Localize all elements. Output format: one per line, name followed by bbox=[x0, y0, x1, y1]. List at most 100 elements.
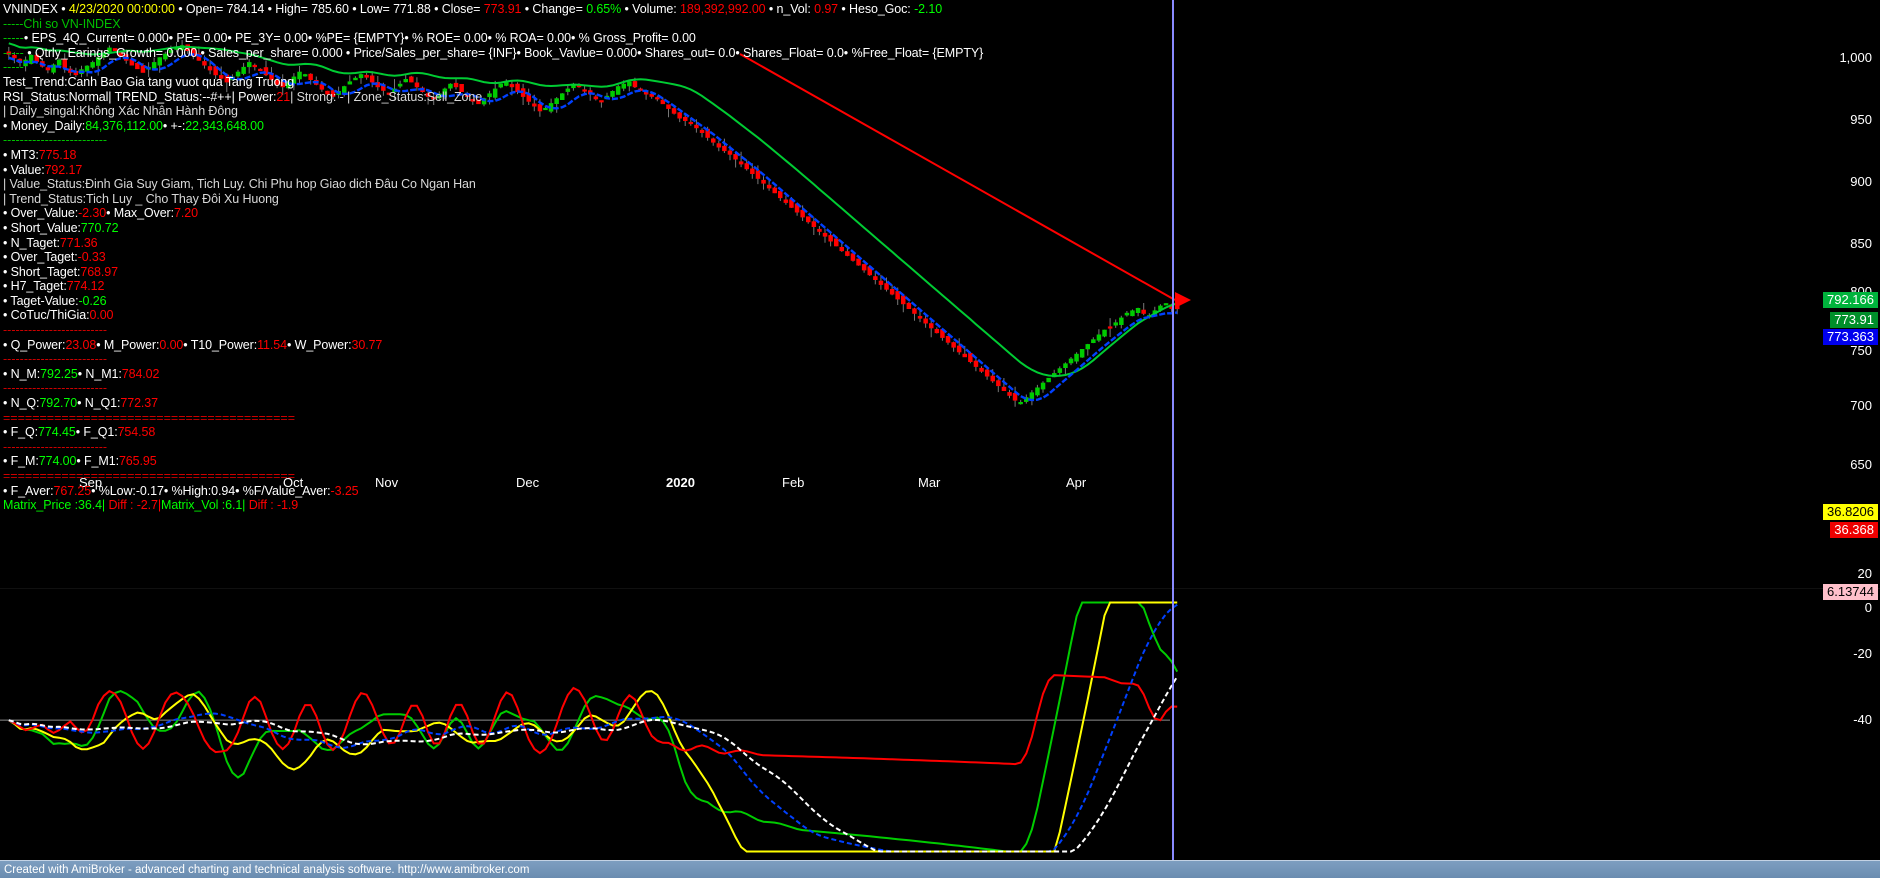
n-m1-value: 784.02 bbox=[121, 366, 160, 381]
divider-red-4: ------------------------- bbox=[3, 439, 108, 454]
cotuc-line: • CoTuc/ThiGia:0.00 bbox=[3, 308, 114, 323]
quote-close: 773.91 bbox=[483, 2, 522, 16]
over-taget-value: -0.33 bbox=[77, 250, 106, 265]
matrix-price-diff: Diff : -2.7| bbox=[105, 498, 161, 513]
x-label-nov: Nov bbox=[375, 475, 399, 490]
price-tick-700: 700 bbox=[1850, 398, 1872, 413]
t10-power-value: 11.54 bbox=[257, 337, 287, 352]
pct-f-value-value: -3.25 bbox=[330, 483, 359, 498]
rsi-status-line: RSI_Status:Normal| TREND_Status:--#++| P… bbox=[3, 89, 483, 104]
status-bar: Created with AmiBroker - advanced charti… bbox=[0, 860, 1880, 878]
short-taget-line: • Short_Taget:768.97 bbox=[3, 264, 118, 279]
price-plot bbox=[6, 40, 1191, 407]
price-tick-950: 950 bbox=[1850, 112, 1872, 127]
w-power-value: 30.77 bbox=[351, 337, 383, 352]
indicator-tick-0: 0 bbox=[1864, 600, 1872, 615]
over-taget-line: • Over_Taget:-0.33 bbox=[3, 250, 106, 265]
indicator-tag-yellow: 36.8206 bbox=[1823, 504, 1878, 520]
quote-open: 784.14 bbox=[226, 2, 265, 16]
symbol-label: VNINDEX bbox=[3, 2, 58, 16]
max-over-value: 7.20 bbox=[174, 206, 198, 221]
n-taget-value: 771.36 bbox=[59, 235, 98, 250]
price-tick-1000: 1,000 bbox=[1839, 50, 1872, 65]
quote-nvol: 0.97 bbox=[814, 2, 839, 16]
matrix-line: Matrix_Price :36.4| Diff : -2.7|Matrix_V… bbox=[3, 498, 983, 513]
taget-value-line: • Taget-Value:-0.26 bbox=[3, 293, 107, 308]
subtitle-line: -----Chi so VN-INDEX bbox=[3, 16, 121, 31]
quote-low: 771.88 bbox=[393, 2, 431, 16]
price-tick-850: 850 bbox=[1850, 236, 1872, 251]
money-daily-line: • Money_Daily:84,376,112.00• +-:22,343,6… bbox=[3, 118, 264, 133]
f-m-line: • F_M:774.00• F_M1:765.95 bbox=[3, 454, 157, 469]
divider-red-3: ------------------------- bbox=[3, 381, 108, 396]
quote-heso-goc: -2.10 bbox=[914, 2, 943, 16]
x-label-feb: Feb bbox=[782, 475, 805, 490]
m-power-value: 0.00 bbox=[159, 337, 184, 352]
x-label-dec: Dec bbox=[516, 475, 540, 490]
h7-taget-line: • H7_Taget:774.12 bbox=[3, 279, 105, 294]
matrix-vol-diff: Diff : -1.9 bbox=[245, 498, 299, 513]
over-value-line: • Over_Value:-2.30• Max_Over:7.20 bbox=[3, 206, 198, 221]
x-label-apr: Apr bbox=[1066, 475, 1087, 490]
n-q-line: • N_Q:792.70• N_Q1:772.37 bbox=[3, 396, 158, 411]
value-status-line: | Value_Status:Đinh Gia Suy Giam, Tich L… bbox=[3, 177, 476, 192]
x-label-2020: 2020 bbox=[666, 475, 695, 490]
quote-datetime: 4/23/2020 00:00:00 bbox=[68, 2, 175, 16]
x-label-mar: Mar bbox=[918, 475, 941, 490]
f-q1-value: 754.58 bbox=[117, 425, 156, 440]
price-tick-650: 650 bbox=[1850, 457, 1872, 472]
daily-signal-line: | Daily_singal:Không Xác Nhân Hành Đông bbox=[3, 104, 238, 119]
price-chart-pane[interactable] bbox=[0, 0, 1880, 574]
header-quote-line: VNINDEX • 4/23/2020 00:00:00 • Open= 784… bbox=[3, 2, 943, 16]
price-tick-750: 750 bbox=[1850, 343, 1872, 358]
fundamentals-line-1: -----• EPS_4Q_Current= 0.000• PE= 0.00• … bbox=[3, 31, 696, 46]
over-value-value: -2.30 bbox=[78, 206, 107, 221]
chart-info-overlay: VNINDEX • 4/23/2020 00:00:00 • Open= 784… bbox=[3, 2, 983, 513]
q-power-value: 23.08 bbox=[65, 337, 97, 352]
indicator-tick-m20: -20 bbox=[1853, 646, 1872, 661]
divider-green-1: ------------------------- bbox=[3, 133, 108, 148]
quote-high: 785.60 bbox=[311, 2, 349, 16]
quote-change: 0.65% bbox=[586, 2, 622, 16]
divider-red-long-2: ======================================== bbox=[3, 469, 295, 483]
money-delta-value: 22,343,648.00 bbox=[185, 118, 264, 133]
f-q-value: 774.45 bbox=[38, 425, 76, 440]
price-tag-value-band: 792.166 bbox=[1823, 292, 1878, 308]
matrix-vol-label: Matrix_Vol :6.1| bbox=[161, 498, 246, 513]
n-m-line: • N_M:792.25• N_M1:784.02 bbox=[3, 366, 160, 381]
short-value-line: • Short_Value:770.72 bbox=[3, 220, 119, 235]
n-q-value: 792.70 bbox=[39, 396, 78, 411]
pct-high-value: 0.94 bbox=[211, 483, 236, 498]
n-m-value: 792.25 bbox=[40, 366, 78, 381]
value-line: • Value:792.17 bbox=[3, 162, 83, 177]
f-q-line: • F_Q:774.45• F_Q1:754.58 bbox=[3, 425, 156, 440]
quote-volume: 189,392,992.00 bbox=[680, 2, 766, 16]
short-value-value: 770.72 bbox=[80, 220, 119, 235]
h7-taget-value: 774.12 bbox=[66, 279, 105, 294]
x-label-sep: Sep bbox=[79, 475, 103, 490]
f-m-value: 774.00 bbox=[38, 454, 77, 469]
power-value: 21 bbox=[276, 89, 291, 104]
f-aver-value: 767.25 bbox=[53, 483, 92, 498]
mt3-line: • MT3:775.18 bbox=[3, 147, 77, 162]
price-tag-close: 773.91 bbox=[1830, 312, 1878, 328]
cotuc-value: 0.00 bbox=[89, 308, 114, 323]
divider-red-long-1: ======================================== bbox=[3, 410, 295, 425]
divider-red-1: ------------------------- bbox=[3, 323, 108, 338]
indicator-chart-pane[interactable] bbox=[0, 588, 1880, 860]
matrix-price-label: Matrix_Price :36.4| bbox=[3, 498, 106, 513]
fundamentals-line-2: ----- • Qtrly_Earings_Growth= 0.000 • Sa… bbox=[3, 45, 984, 60]
f-aver-line: • F_Aver:767.25• %Low:-0.17• %High:0.94•… bbox=[3, 483, 359, 498]
x-label-oct: Oct bbox=[283, 475, 304, 490]
price-tag-blue-ma: 773.363 bbox=[1823, 329, 1878, 345]
indicator-tick-20: 20 bbox=[1857, 566, 1872, 581]
indicator-tag-red: 36.368 bbox=[1830, 522, 1878, 538]
taget-value-value: -0.26 bbox=[78, 293, 107, 308]
n-taget-line: • N_Taget:771.36 bbox=[3, 235, 98, 250]
cursor-crosshair-line bbox=[1172, 0, 1174, 860]
indicator-plot bbox=[0, 601, 1179, 853]
value-value: 792.17 bbox=[44, 162, 83, 177]
indicator-tag-pink: 6.13744 bbox=[1823, 584, 1878, 600]
fundamentals-line-3: ----- bbox=[3, 60, 24, 75]
test-trend-line: Test_Trend:Canh Bao Gia tang vuot qua Ta… bbox=[3, 74, 295, 89]
